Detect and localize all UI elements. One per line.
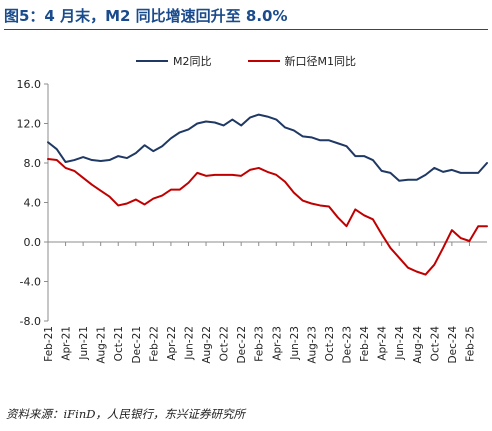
x-tick-label: Oct-24	[429, 326, 441, 362]
y-tick-label: 0.0	[24, 236, 42, 249]
x-tick-label: Dec-22	[236, 326, 248, 363]
y-tick-label: 8.0	[24, 157, 42, 170]
x-tick-label: Aug-23	[306, 326, 318, 364]
x-tick-label: Feb-24	[359, 326, 371, 362]
x-tick-label: Oct-21	[113, 326, 125, 361]
x-tick-label: Oct-23	[324, 326, 336, 361]
x-tick-label: Dec-21	[131, 326, 143, 363]
x-tick-label: Feb-25	[464, 326, 476, 362]
x-tick-label: Aug-24	[412, 326, 424, 364]
legend-label-m2: M2同比	[173, 55, 212, 68]
x-tick-label: Feb-23	[254, 326, 266, 362]
legend-swatch-m1	[247, 60, 280, 62]
x-tick-label: Feb-21	[43, 326, 55, 362]
y-tick-label: -8.0	[20, 315, 41, 328]
title-rule	[4, 29, 488, 30]
x-tick-label: Aug-21	[96, 326, 108, 364]
y-tick-label: 4.0	[24, 197, 42, 210]
x-tick-label: Feb-22	[148, 326, 160, 362]
series-line-m2	[47, 113, 488, 182]
x-tick-label: Jun-21	[78, 326, 90, 361]
legend-swatch-m2	[136, 60, 168, 62]
x-tick-label: Apr-24	[377, 326, 389, 361]
chart-legend: M2同比 新口径M1同比	[0, 52, 492, 70]
x-tick-label: Jun-23	[289, 326, 301, 361]
x-tick-label: Aug-22	[201, 326, 213, 364]
y-tick-label: -4.0	[20, 276, 41, 289]
x-tick-label: Apr-23	[271, 326, 283, 361]
x-tick-label: Oct-22	[219, 326, 231, 361]
y-tick-label: 12.0	[17, 118, 42, 131]
x-tick-label: Dec-24	[447, 326, 459, 364]
y-tick-label: 16.0	[17, 78, 42, 91]
legend-label-m1: 新口径M1同比	[284, 55, 357, 68]
legend-item-m1: 新口径M1同比	[247, 53, 357, 69]
x-tick-label: Jun-24	[394, 326, 406, 361]
source-note: 资料来源：iFinD，人民银行，东兴证券研究所	[6, 407, 245, 421]
figure-title: 图5：4 月末，M2 同比增速回升至 8.0%	[4, 7, 288, 25]
legend-item-m2: M2同比	[136, 53, 212, 69]
x-tick-label: Dec-23	[342, 326, 354, 363]
x-tick-label: Apr-21	[61, 326, 73, 361]
x-tick-label: Apr-22	[166, 326, 178, 361]
series-line-m1	[47, 158, 488, 276]
x-tick-label: Jun-22	[183, 326, 195, 361]
